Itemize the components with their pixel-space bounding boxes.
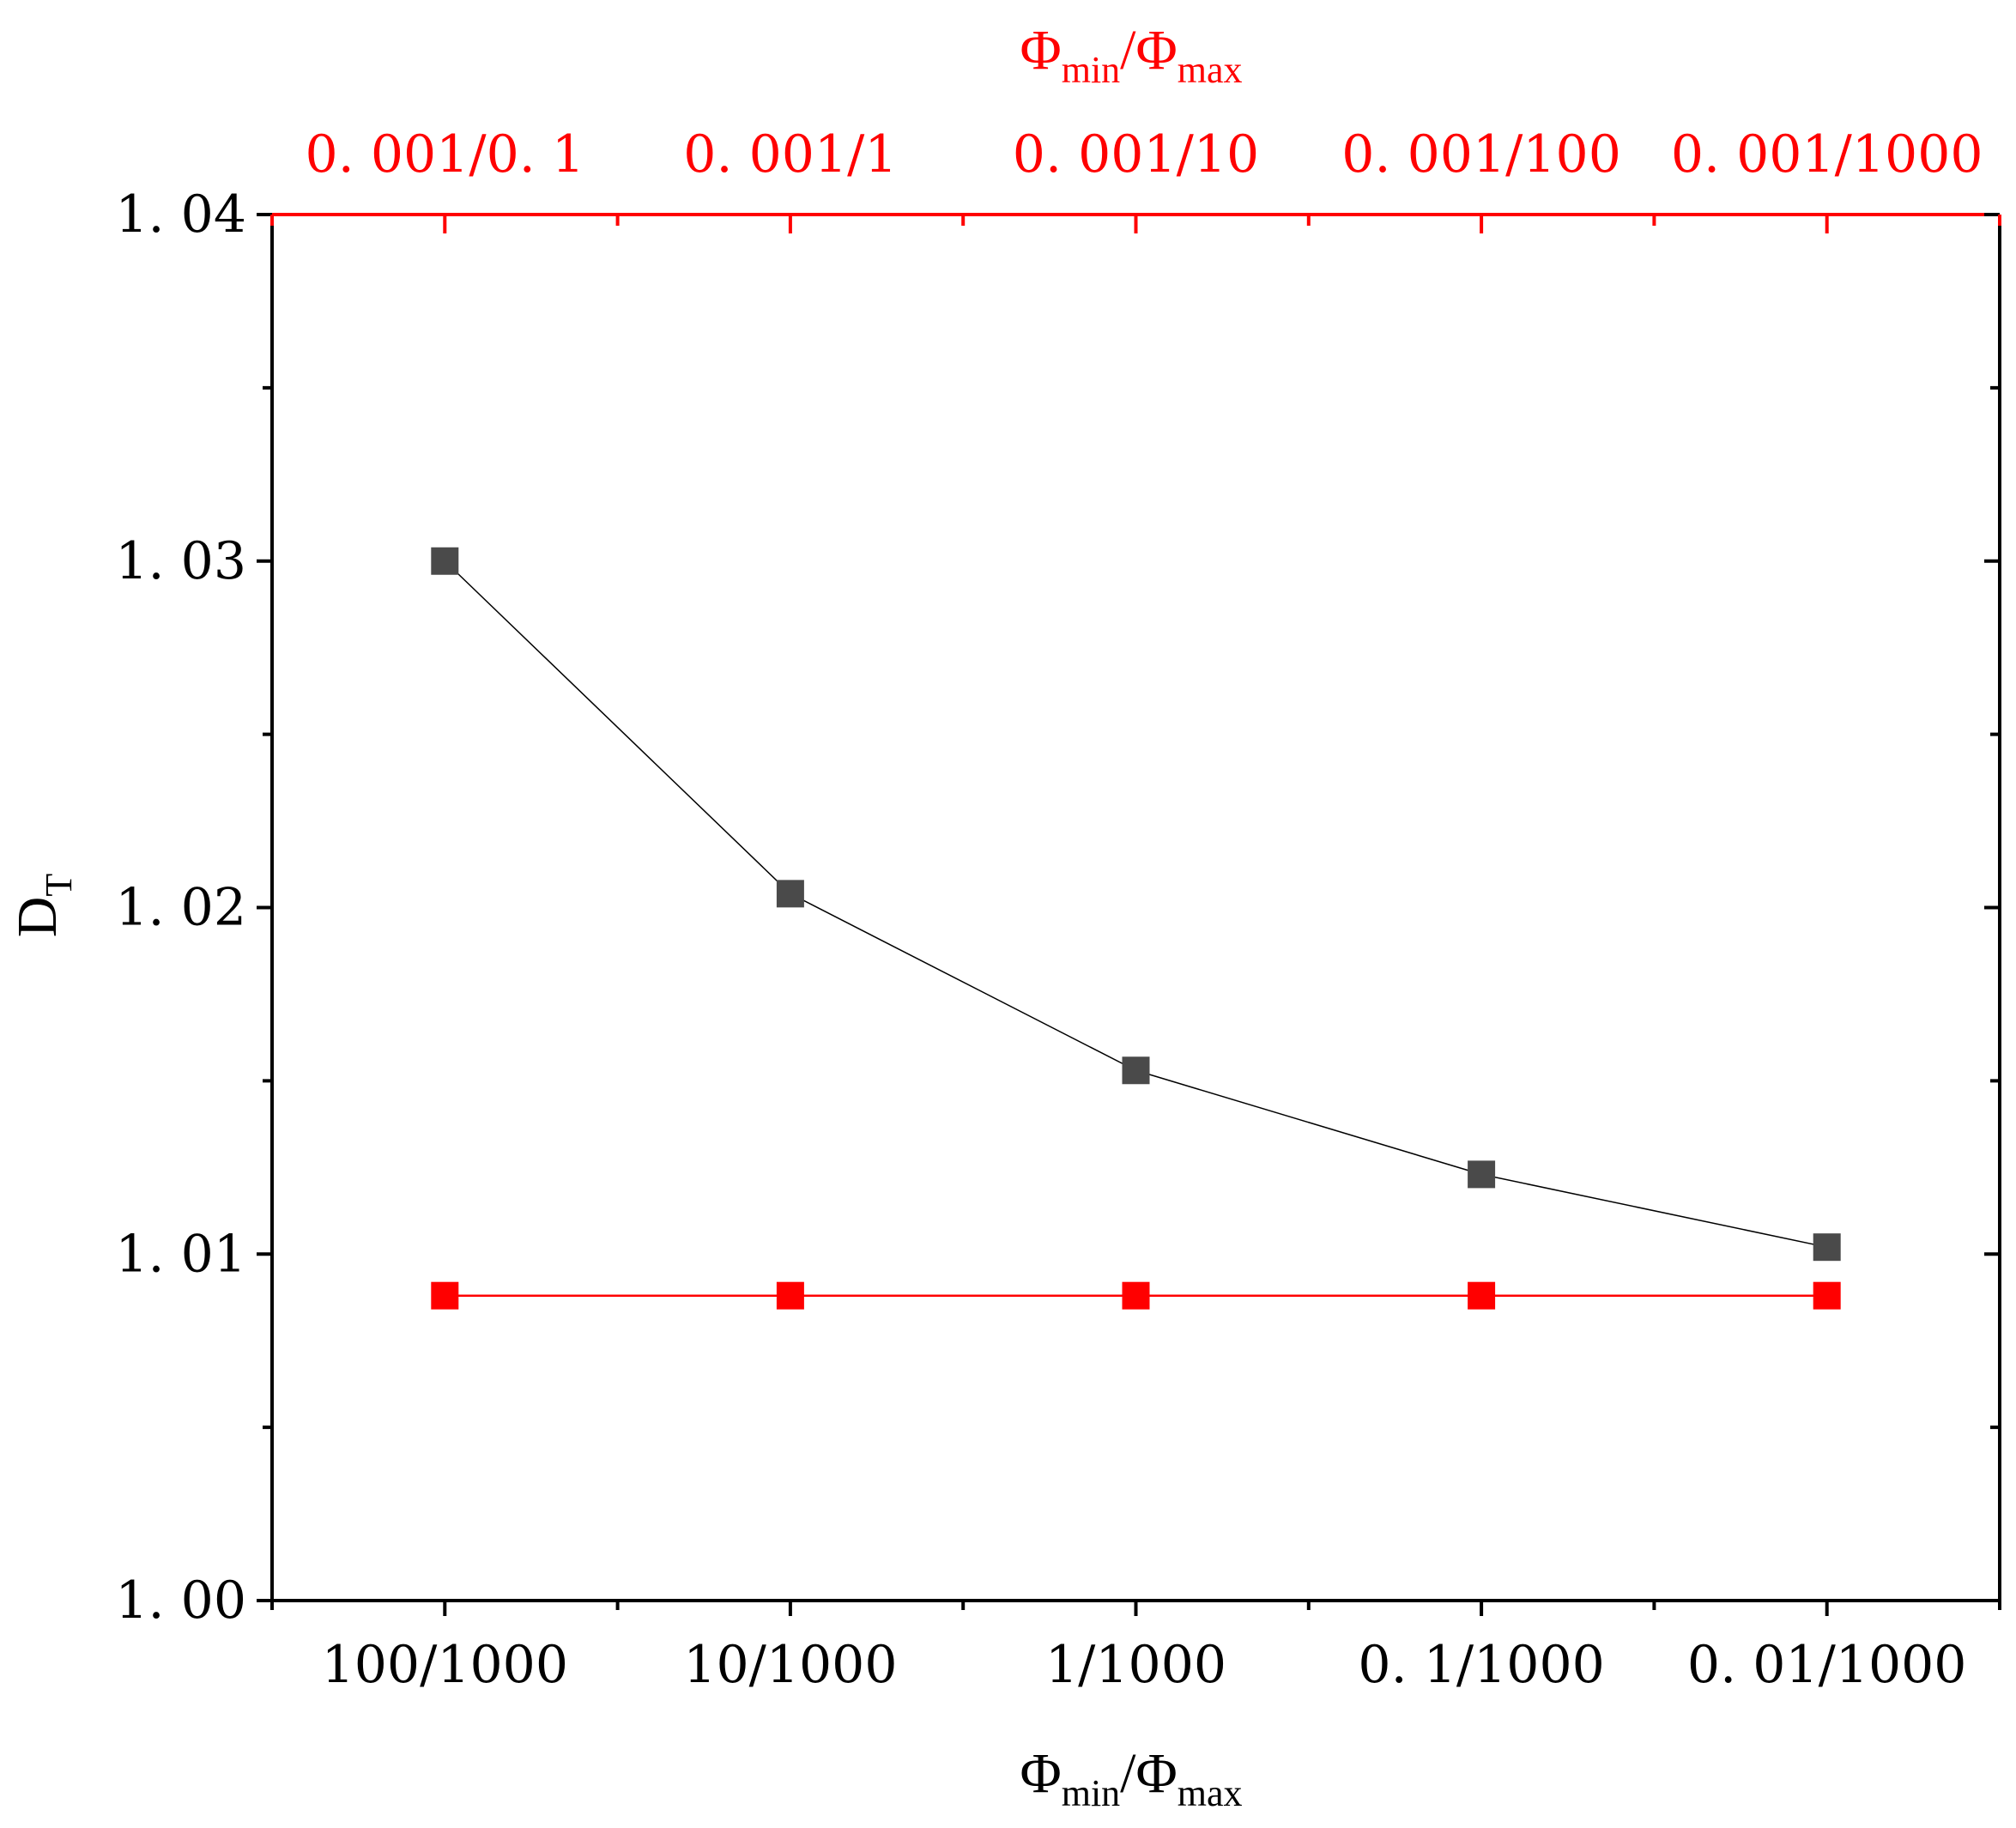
x-bottom-base2: Φ <box>1136 1742 1178 1805</box>
data-point-bottom-axis <box>1813 1233 1841 1262</box>
x-tick-label-top: 0. 001/1000 <box>1671 124 1983 185</box>
x-tick-label-bottom: 0. 1/1000 <box>1358 1635 1604 1695</box>
data-point-bottom-axis <box>1122 1056 1150 1085</box>
x-bottom-base1: Φ <box>1020 1742 1061 1805</box>
x-tick-label-top: 0. 001/0. 1 <box>306 124 585 185</box>
y-tick-label: 1. 03 <box>115 531 246 591</box>
y-tick-label: 1. 01 <box>115 1224 246 1284</box>
x-bottom-sub1: min <box>1062 1772 1120 1814</box>
x-tick-label-bottom: 1/1000 <box>1045 1635 1226 1695</box>
y-axis-title-sub: T <box>38 874 80 897</box>
series-segment-bottom-axis <box>790 893 1136 1071</box>
y-tick-label: 1. 00 <box>115 1571 246 1631</box>
x-top-sub1: min <box>1062 49 1120 91</box>
x-tick-label-top: 0. 001/1 <box>683 124 897 185</box>
x-axis-title-bottom: Φmin/Φmax <box>1020 1742 1242 1814</box>
series-layer <box>431 547 1841 1310</box>
x-axis-title-top: Φmin/Φmax <box>1020 19 1242 91</box>
x-top-base1: Φ <box>1020 19 1061 82</box>
series-segment-bottom-axis <box>1480 1173 1827 1248</box>
data-point-top-axis <box>431 1281 459 1310</box>
data-point-bottom-axis <box>1468 1160 1496 1189</box>
series-segment-bottom-axis <box>1135 1069 1482 1176</box>
axes: 1. 00 1. 01 1. 02 1. 03 1. 04 100/1000 0. 001/… <box>115 124 2001 1695</box>
x-tick-label-bottom: 100/1000 <box>322 1635 568 1695</box>
data-point-top-axis <box>776 1281 804 1310</box>
data-point-top-axis <box>1813 1281 1841 1310</box>
x-bottom-slash: / <box>1120 1742 1136 1805</box>
x-tick-label-bottom: 0. 01/1000 <box>1687 1635 1967 1695</box>
data-point-top-axis <box>1122 1281 1150 1310</box>
y-tick-label: 1. 02 <box>115 878 246 938</box>
x-top-base2: Φ <box>1136 19 1178 82</box>
x-top-sub2: max <box>1178 49 1243 91</box>
y-axis-title: DT <box>6 874 80 938</box>
x-tick-label-bottom: 10/1000 <box>683 1635 897 1695</box>
x-tick-label-top: 0. 001/100 <box>1341 124 1621 185</box>
x-bottom-sub2: max <box>1178 1772 1243 1814</box>
y-tick-label: 1. 04 <box>115 185 246 245</box>
series-segment-bottom-axis <box>444 560 791 894</box>
x-top-slash: / <box>1120 19 1136 82</box>
data-point-bottom-axis <box>776 880 804 908</box>
x-tick-label-top: 0. 001/10 <box>1013 124 1259 185</box>
data-point-top-axis <box>1468 1281 1496 1310</box>
y-axis-title-base: D <box>6 897 69 938</box>
data-point-bottom-axis <box>431 547 459 575</box>
